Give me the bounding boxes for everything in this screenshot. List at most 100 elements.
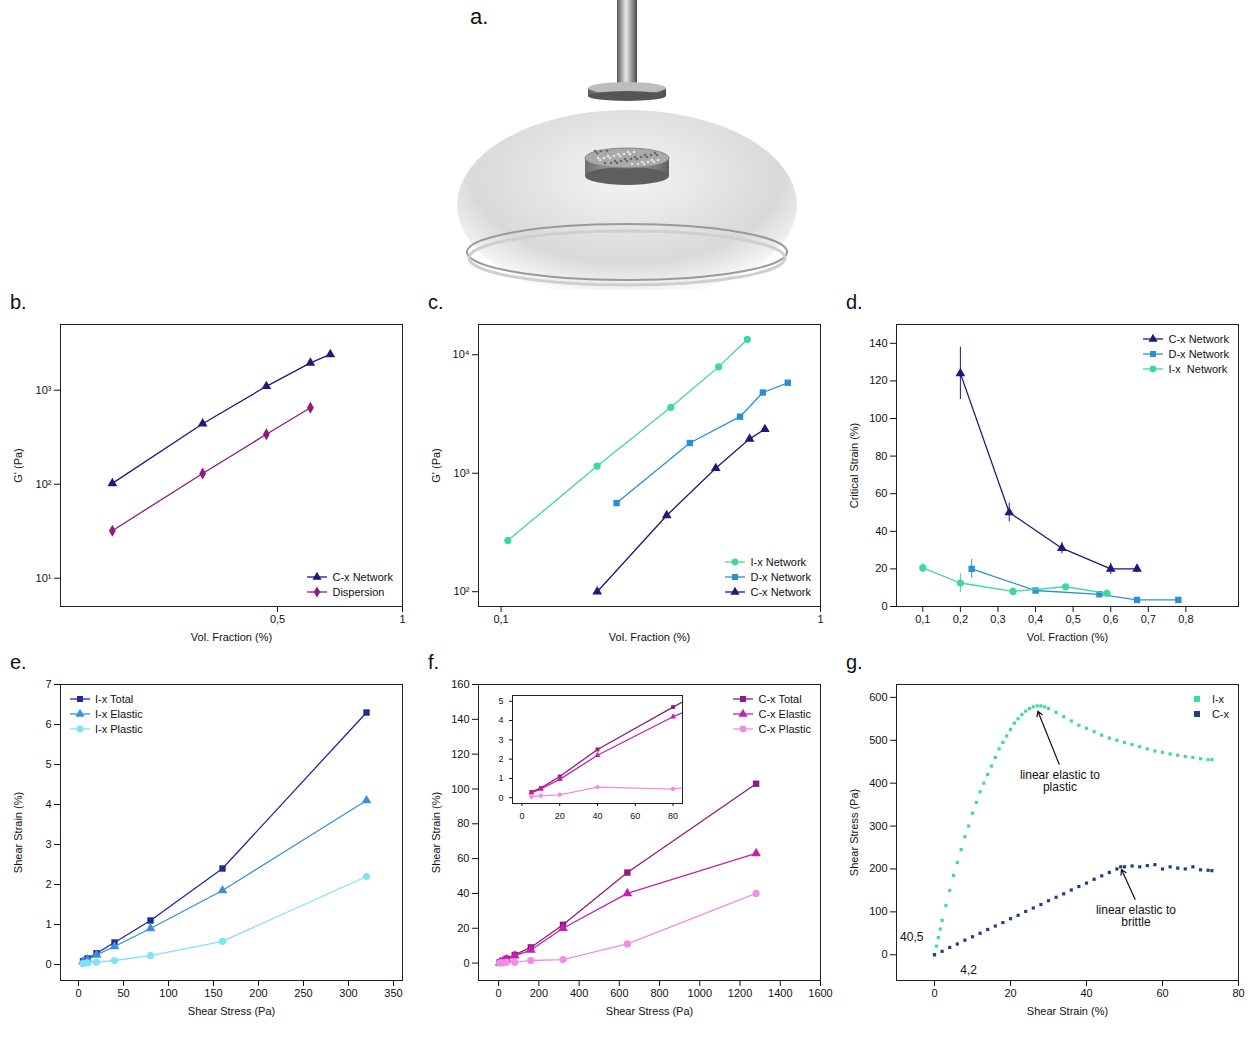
svg-text:80: 80 bbox=[668, 811, 678, 821]
svg-text:200: 200 bbox=[869, 862, 887, 874]
svg-text:150: 150 bbox=[204, 987, 222, 999]
svg-text:40,5: 40,5 bbox=[900, 930, 924, 944]
svg-text:4: 4 bbox=[498, 715, 503, 725]
svg-text:100: 100 bbox=[451, 782, 469, 794]
svg-text:20: 20 bbox=[1004, 987, 1016, 999]
svg-text:Shear Strain (%): Shear Strain (%) bbox=[1027, 1005, 1108, 1017]
svg-text:2: 2 bbox=[45, 878, 51, 890]
svg-text:10⁴: 10⁴ bbox=[453, 348, 470, 360]
svg-text:1200: 1200 bbox=[728, 987, 752, 999]
svg-text:20: 20 bbox=[555, 811, 565, 821]
svg-text:6: 6 bbox=[45, 718, 51, 730]
svg-text:500: 500 bbox=[869, 734, 887, 746]
svg-text:20: 20 bbox=[875, 562, 887, 574]
svg-text:100: 100 bbox=[159, 987, 177, 999]
svg-text:Shear Strain (%): Shear Strain (%) bbox=[12, 792, 24, 873]
svg-text:G' (Pa): G' (Pa) bbox=[430, 448, 442, 483]
svg-text:100: 100 bbox=[869, 412, 887, 424]
svg-text:0: 0 bbox=[498, 793, 503, 803]
svg-text:7: 7 bbox=[45, 678, 51, 690]
svg-text:40: 40 bbox=[875, 525, 887, 537]
svg-text:400: 400 bbox=[869, 777, 887, 789]
svg-text:4: 4 bbox=[45, 798, 51, 810]
svg-text:0: 0 bbox=[75, 987, 81, 999]
svg-text:300: 300 bbox=[869, 820, 887, 832]
svg-text:2: 2 bbox=[498, 754, 503, 764]
svg-text:5: 5 bbox=[45, 758, 51, 770]
svg-text:linear elastic toplastic: linear elastic toplastic bbox=[1020, 768, 1100, 794]
svg-text:600: 600 bbox=[610, 987, 628, 999]
svg-text:1: 1 bbox=[817, 613, 823, 625]
svg-text:250: 250 bbox=[294, 987, 312, 999]
svg-text:80: 80 bbox=[1232, 987, 1244, 999]
svg-text:40: 40 bbox=[592, 811, 602, 821]
svg-text:400: 400 bbox=[570, 987, 588, 999]
svg-text:0: 0 bbox=[881, 600, 887, 612]
svg-text:100: 100 bbox=[869, 905, 887, 917]
svg-text:200: 200 bbox=[249, 987, 267, 999]
svg-text:160: 160 bbox=[451, 678, 469, 690]
svg-text:1400: 1400 bbox=[768, 987, 792, 999]
svg-text:4,2: 4,2 bbox=[960, 963, 977, 977]
svg-text:G' (Pa): G' (Pa) bbox=[12, 448, 24, 483]
svg-text:200: 200 bbox=[530, 987, 548, 999]
svg-text:10²: 10² bbox=[36, 478, 52, 490]
svg-text:5: 5 bbox=[498, 696, 503, 706]
svg-text:Shear Strain (%): Shear Strain (%) bbox=[430, 792, 442, 873]
svg-text:0: 0 bbox=[931, 987, 937, 999]
svg-text:300: 300 bbox=[339, 987, 357, 999]
svg-text:60: 60 bbox=[630, 811, 640, 821]
svg-text:0,8: 0,8 bbox=[1178, 613, 1193, 625]
svg-text:120: 120 bbox=[451, 748, 469, 760]
svg-text:0,5: 0,5 bbox=[270, 613, 285, 625]
svg-text:0,4: 0,4 bbox=[1028, 613, 1043, 625]
svg-text:800: 800 bbox=[650, 987, 668, 999]
svg-text:1: 1 bbox=[45, 918, 51, 930]
svg-text:0: 0 bbox=[45, 958, 51, 970]
svg-text:10¹: 10¹ bbox=[36, 572, 52, 584]
svg-text:350: 350 bbox=[384, 987, 402, 999]
svg-text:20: 20 bbox=[457, 922, 469, 934]
svg-text:0,3: 0,3 bbox=[990, 613, 1005, 625]
svg-text:600: 600 bbox=[869, 691, 887, 703]
svg-text:Shear Stress (Pa): Shear Stress (Pa) bbox=[188, 1005, 275, 1017]
svg-text:10³: 10³ bbox=[454, 467, 470, 479]
svg-text:10²: 10² bbox=[454, 585, 470, 597]
svg-text:0: 0 bbox=[519, 811, 524, 821]
svg-text:1: 1 bbox=[498, 773, 503, 783]
svg-text:40: 40 bbox=[1080, 987, 1092, 999]
svg-text:a.: a. bbox=[470, 4, 488, 29]
svg-text:3: 3 bbox=[45, 838, 51, 850]
svg-text:140: 140 bbox=[451, 713, 469, 725]
svg-text:Shear Stress (Pa): Shear Stress (Pa) bbox=[848, 789, 860, 876]
svg-text:Shear Stress (Pa): Shear Stress (Pa) bbox=[606, 1005, 693, 1017]
svg-text:0,1: 0,1 bbox=[493, 613, 508, 625]
svg-text:0: 0 bbox=[496, 987, 502, 999]
svg-text:3: 3 bbox=[498, 735, 503, 745]
svg-text:linear elastic tobrittle: linear elastic tobrittle bbox=[1096, 903, 1176, 929]
svg-text:40: 40 bbox=[457, 887, 469, 899]
svg-text:0: 0 bbox=[881, 948, 887, 960]
svg-text:0,5: 0,5 bbox=[1065, 613, 1080, 625]
svg-text:0: 0 bbox=[463, 957, 469, 969]
svg-text:Vol. Fraction (%): Vol. Fraction (%) bbox=[1027, 631, 1108, 643]
svg-text:0,1: 0,1 bbox=[915, 613, 930, 625]
svg-text:60: 60 bbox=[1156, 987, 1168, 999]
svg-text:1: 1 bbox=[399, 613, 405, 625]
svg-text:1600: 1600 bbox=[808, 987, 832, 999]
svg-text:0,6: 0,6 bbox=[1103, 613, 1118, 625]
svg-text:140: 140 bbox=[869, 337, 887, 349]
svg-text:60: 60 bbox=[875, 487, 887, 499]
svg-text:0,7: 0,7 bbox=[1141, 613, 1156, 625]
svg-text:0,2: 0,2 bbox=[953, 613, 968, 625]
svg-text:80: 80 bbox=[457, 817, 469, 829]
svg-text:60: 60 bbox=[457, 852, 469, 864]
svg-text:10³: 10³ bbox=[36, 384, 52, 396]
svg-text:1000: 1000 bbox=[688, 987, 712, 999]
svg-text:Vol. Fraction (%): Vol. Fraction (%) bbox=[191, 631, 272, 643]
svg-text:80: 80 bbox=[875, 450, 887, 462]
svg-text:Vol. Fraction (%): Vol. Fraction (%) bbox=[609, 631, 690, 643]
svg-text:Critical Strain (%): Critical Strain (%) bbox=[848, 423, 860, 509]
svg-text:120: 120 bbox=[869, 374, 887, 386]
svg-text:50: 50 bbox=[117, 987, 129, 999]
